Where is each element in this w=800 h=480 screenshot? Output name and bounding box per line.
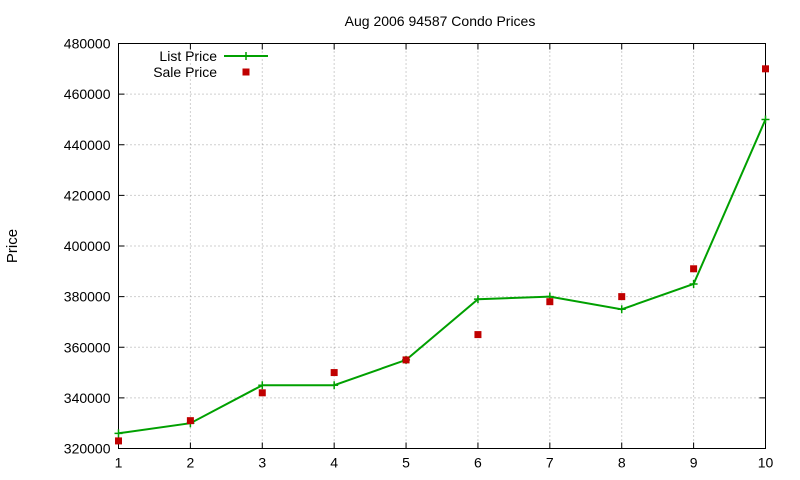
data-point: [258, 381, 267, 390]
legend-label: List Price: [159, 48, 217, 64]
data-point: [330, 369, 338, 377]
legend-item-1: Sale Price: [153, 64, 250, 80]
y-tick-label: 380000: [64, 289, 111, 305]
data-point: [762, 65, 769, 73]
x-tick-label: 9: [690, 455, 698, 471]
data-point: [258, 389, 266, 397]
data-point: [114, 429, 123, 438]
x-tick-label: 7: [546, 455, 554, 471]
series-1: [115, 65, 769, 445]
axis-ticks: [118, 43, 766, 449]
data-point: [618, 293, 626, 301]
legend-item-0: List Price: [159, 48, 268, 64]
y-tick-label: 420000: [64, 187, 111, 203]
y-tick-label: 320000: [64, 441, 111, 457]
x-tick-label: 10: [758, 455, 774, 471]
y-tick-label: 440000: [64, 137, 111, 153]
data-point: [617, 305, 626, 314]
data-point: [115, 437, 122, 445]
data-point: [689, 279, 698, 288]
data-point: [402, 356, 410, 364]
y-tick-label: 480000: [64, 36, 111, 52]
y-tick-label: 340000: [64, 390, 111, 406]
legend-marker: [242, 52, 250, 60]
grid: [118, 43, 766, 449]
data-point: [546, 298, 554, 306]
x-tick-label: 1: [115, 455, 123, 471]
x-tick-label: 5: [402, 455, 410, 471]
legend-label: Sale Price: [153, 64, 217, 80]
y-tick-label: 460000: [64, 86, 111, 102]
series: [114, 65, 770, 445]
y-tick-label: 400000: [64, 238, 111, 254]
legend-marker: [242, 68, 250, 76]
data-point: [186, 417, 194, 425]
y-axis: 320000 340000 360000 380000 400000 420000 4400…: [64, 36, 111, 457]
series-line: [118, 118, 767, 435]
x-tick-label: 8: [618, 455, 626, 471]
x-tick-label: 6: [474, 455, 482, 471]
x-axis: 1 2 3 4 5 6 7 8 9 10: [115, 455, 774, 471]
plot-frame: [118, 43, 766, 449]
y-axis-label: Price: [4, 229, 21, 263]
data-point: [473, 295, 482, 304]
data-point: [330, 381, 339, 390]
series-0: [114, 115, 770, 438]
data-point: [474, 331, 482, 339]
x-tick-label: 3: [258, 455, 266, 471]
x-tick-label: 2: [186, 455, 194, 471]
x-tick-label: 4: [330, 455, 338, 471]
y-tick-label: 360000: [64, 339, 111, 355]
data-point: [690, 265, 698, 273]
data-point: [761, 115, 770, 124]
chart-title: Aug 2006 94587 Condo Prices: [345, 13, 536, 29]
